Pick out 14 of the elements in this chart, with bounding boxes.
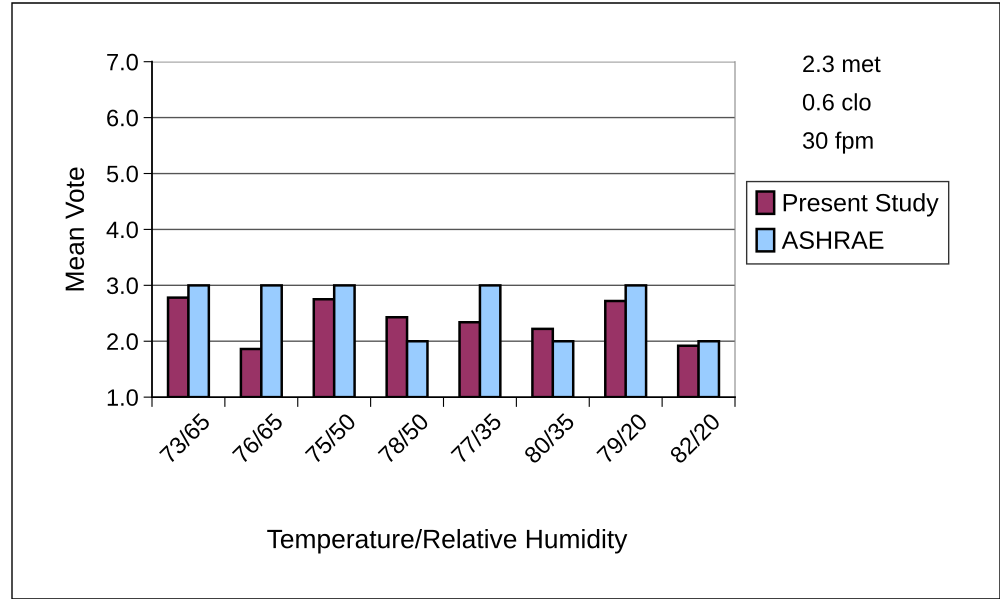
y-axis-title: Mean Vote [66,167,84,290]
text: 2.3 met [803,56,881,72]
y-tick-label: 3.0 [106,277,138,294]
x-axis-title: Temperature/Relative Humidity [267,528,628,554]
y-tick-label: 6.0 [107,110,138,126]
legend-label: Present Study [784,193,939,216]
y-tick-label: 7.0 [107,54,138,70]
y-tick-label: 5.0 [106,166,138,182]
y-tick-label: 1.0 [108,389,138,406]
legend-label: ASHRAE [782,231,884,249]
y-tick-label: 4.0 [106,221,138,238]
text: 0.6 clo [802,93,871,111]
text: 30 fpm [802,132,873,154]
y-tick-label: 2.0 [107,333,138,350]
